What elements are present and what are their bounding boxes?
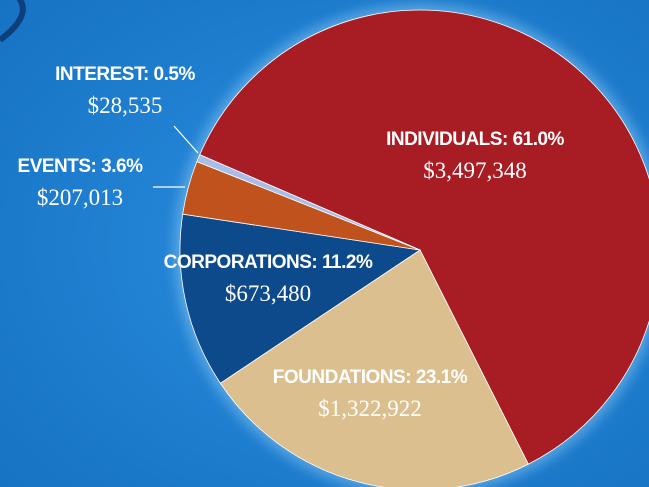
value-label: $28,535 <box>88 93 163 118</box>
slice <box>199 9 649 465</box>
value-label: $1,322,922 <box>318 396 422 421</box>
leader-line <box>173 125 199 154</box>
value-label: $673,480 <box>225 281 311 306</box>
slice <box>219 249 529 487</box>
decoration <box>0 0 26 43</box>
slice <box>179 213 422 384</box>
category-label: INTEREST: 0.5% <box>55 64 195 85</box>
slice <box>196 154 421 251</box>
category-label: INDIVIDUALS: 61.0% <box>386 129 564 150</box>
category-label: FOUNDATIONS: 23.1% <box>273 367 468 388</box>
pie <box>179 9 649 487</box>
value-label: $207,013 <box>37 185 123 210</box>
category-label: CORPORATIONS: 11.2% <box>164 252 373 273</box>
value-label: $3,497,348 <box>423 158 527 183</box>
labels: INDIVIDUALS: 61.0% $3,497,348 FOUNDATIONS:… <box>18 64 566 421</box>
category-label: EVENTS: 3.6% <box>18 156 144 177</box>
